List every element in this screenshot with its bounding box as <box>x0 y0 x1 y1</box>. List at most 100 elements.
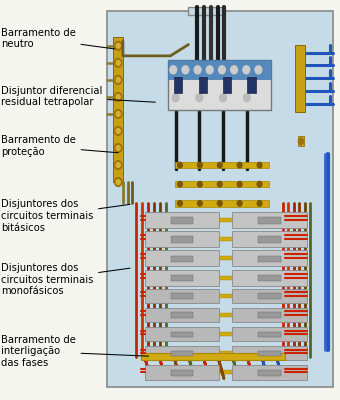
Bar <box>258 217 280 224</box>
Circle shape <box>177 200 182 206</box>
Bar <box>144 308 219 322</box>
Bar <box>298 136 304 146</box>
Circle shape <box>115 110 122 118</box>
Circle shape <box>217 182 222 187</box>
Bar <box>232 308 307 322</box>
Bar <box>258 351 280 356</box>
Bar <box>232 365 307 380</box>
Bar <box>168 60 271 79</box>
Circle shape <box>116 78 120 82</box>
Text: Barramento de
neutro: Barramento de neutro <box>1 28 115 49</box>
Circle shape <box>237 200 242 206</box>
Circle shape <box>116 163 120 168</box>
Bar <box>171 217 193 224</box>
Bar <box>258 312 280 318</box>
Circle shape <box>116 60 120 65</box>
Bar <box>107 11 333 387</box>
Circle shape <box>237 182 242 187</box>
Circle shape <box>115 144 122 152</box>
Circle shape <box>194 66 201 74</box>
Circle shape <box>116 44 120 48</box>
Bar <box>295 44 305 112</box>
Circle shape <box>182 66 189 74</box>
Text: Barramento de
interligação
das fases: Barramento de interligação das fases <box>1 335 149 368</box>
Bar <box>232 231 307 247</box>
Bar <box>175 181 270 188</box>
Circle shape <box>198 182 202 187</box>
Circle shape <box>115 126 122 135</box>
Text: Disjuntor diferencial
residual tetrapolar: Disjuntor diferencial residual tetrapola… <box>1 86 155 107</box>
Circle shape <box>115 58 122 67</box>
Bar <box>258 332 280 337</box>
Bar <box>175 200 270 206</box>
Bar <box>144 327 219 341</box>
Bar <box>188 8 224 16</box>
Bar <box>144 346 219 360</box>
Bar <box>219 332 232 336</box>
Circle shape <box>255 66 262 74</box>
Circle shape <box>170 66 176 74</box>
Circle shape <box>177 182 182 187</box>
Circle shape <box>243 94 250 102</box>
Circle shape <box>243 66 250 74</box>
Bar <box>219 237 232 241</box>
Bar <box>219 256 232 260</box>
Bar <box>171 275 193 281</box>
Circle shape <box>231 66 237 74</box>
Circle shape <box>115 76 122 84</box>
Bar <box>223 78 231 93</box>
Bar <box>232 250 307 266</box>
Circle shape <box>237 162 242 168</box>
Bar <box>232 270 307 286</box>
Bar <box>248 78 256 93</box>
Bar <box>171 351 193 356</box>
Bar <box>114 37 123 182</box>
Circle shape <box>298 138 304 144</box>
Bar <box>144 365 219 380</box>
Bar <box>168 60 271 110</box>
Bar <box>171 236 193 243</box>
Circle shape <box>116 94 120 99</box>
Circle shape <box>116 180 120 184</box>
Circle shape <box>220 94 226 102</box>
Circle shape <box>116 128 120 133</box>
Bar <box>171 332 193 337</box>
Bar <box>258 236 280 243</box>
Bar <box>171 293 193 299</box>
Text: Barramento de
proteção: Barramento de proteção <box>1 135 118 157</box>
Bar <box>219 313 232 317</box>
Bar <box>175 162 270 168</box>
Bar <box>144 212 219 228</box>
Circle shape <box>177 162 182 168</box>
Bar <box>174 78 183 93</box>
Circle shape <box>217 200 222 206</box>
Bar <box>232 289 307 303</box>
Circle shape <box>115 42 122 50</box>
Bar <box>219 351 232 355</box>
Bar <box>219 370 232 374</box>
Bar <box>171 370 193 376</box>
Bar <box>219 294 232 298</box>
Bar <box>258 293 280 299</box>
Text: Disjuntores dos
circuitos terminais
bitásicos: Disjuntores dos circuitos terminais bitá… <box>1 199 130 232</box>
Bar <box>141 353 285 360</box>
Circle shape <box>116 112 120 116</box>
Bar <box>199 78 207 93</box>
Bar <box>258 275 280 281</box>
Bar <box>232 327 307 341</box>
Circle shape <box>196 94 203 102</box>
Bar <box>171 312 193 318</box>
Bar <box>171 256 193 262</box>
Bar <box>219 218 232 222</box>
Circle shape <box>198 200 202 206</box>
Bar <box>219 276 232 280</box>
Circle shape <box>172 94 179 102</box>
Circle shape <box>116 146 120 150</box>
Bar <box>258 370 280 376</box>
Bar <box>144 231 219 247</box>
Circle shape <box>115 92 122 101</box>
Bar <box>144 289 219 303</box>
Circle shape <box>217 162 222 168</box>
Circle shape <box>257 182 262 187</box>
Bar <box>258 256 280 262</box>
